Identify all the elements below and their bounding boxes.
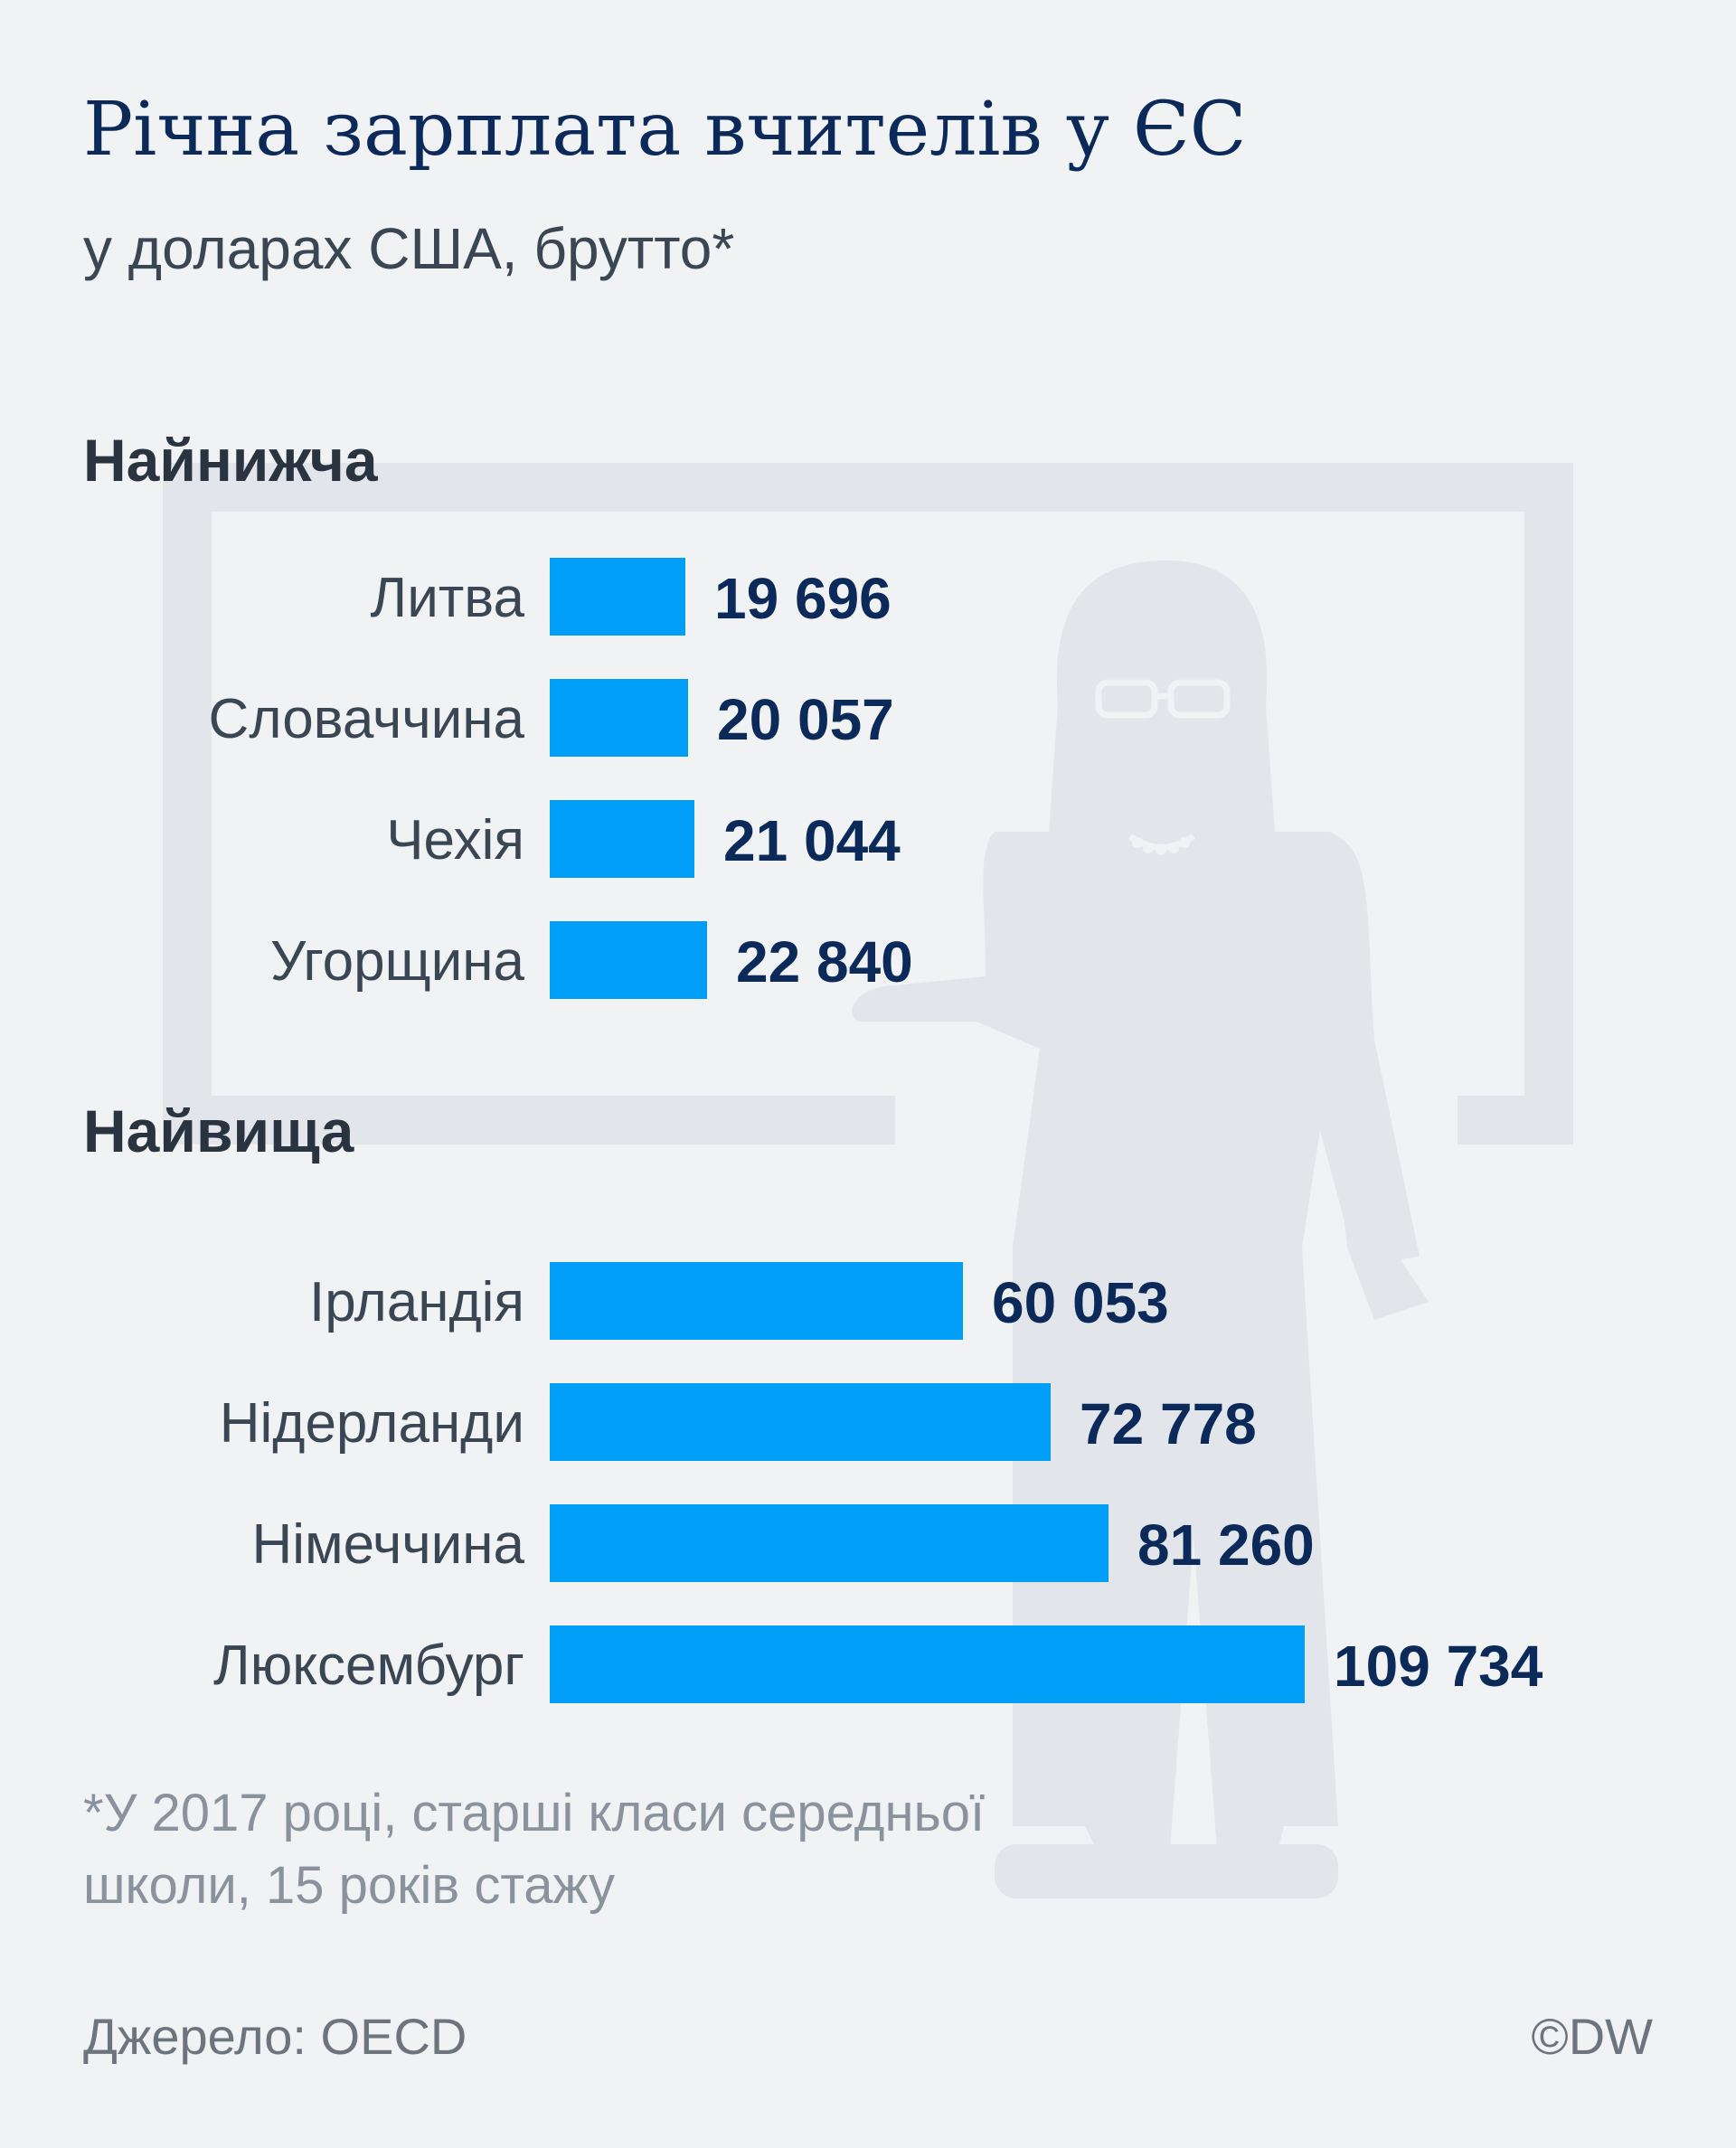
category-label: Ірландія <box>309 1271 524 1333</box>
chart-title: Річна зарплата вчителів у ЄС <box>83 87 1247 173</box>
value-label: 21 044 <box>723 808 901 873</box>
category-label: Литва <box>371 567 525 629</box>
group-heading-1: Найнижча <box>83 427 379 494</box>
value-label: 19 696 <box>714 566 892 631</box>
bar <box>550 1625 1305 1703</box>
value-label: 81 260 <box>1137 1512 1315 1578</box>
bar <box>550 1262 963 1340</box>
group-heading-2: Найвища <box>83 1098 355 1164</box>
teacher-arm <box>1311 841 1429 1320</box>
bar <box>550 558 685 636</box>
teacher-feet <box>995 1844 1338 1898</box>
category-label: Нідерланди <box>220 1392 524 1455</box>
category-label: Люксембург <box>213 1635 524 1697</box>
credit-label: ©DW <box>1531 2008 1653 2065</box>
category-label: Угорщина <box>270 930 525 993</box>
category-label: Німеччина <box>251 1513 524 1576</box>
bar <box>550 679 688 757</box>
value-label: 60 053 <box>992 1270 1169 1335</box>
chart-subtitle: у доларах США, брутто* <box>83 216 735 281</box>
category-label: Чехія <box>386 809 524 871</box>
value-label: 20 057 <box>717 687 894 752</box>
bar <box>550 921 707 999</box>
footnote: *У 2017 році, старші класи середньої шко… <box>83 1777 1277 1922</box>
value-label: 72 778 <box>1080 1391 1257 1456</box>
source-label: Джерело: OECD <box>83 2008 467 2065</box>
footnote-line-1: *У 2017 році, старші класи середньої <box>83 1784 986 1842</box>
bar <box>550 1383 1051 1461</box>
bar <box>550 800 694 878</box>
footnote-line-2: школи, 15 років стажу <box>83 1856 615 1915</box>
teacher-skirt <box>1013 1248 1338 1898</box>
necklace-icon <box>1132 837 1143 848</box>
value-label: 109 734 <box>1334 1634 1543 1699</box>
teacher-jacket <box>852 832 1420 1266</box>
value-label: 22 840 <box>736 929 913 994</box>
teacher-head <box>1079 608 1245 821</box>
category-label: Словаччина <box>209 688 525 750</box>
bar <box>550 1504 1109 1582</box>
